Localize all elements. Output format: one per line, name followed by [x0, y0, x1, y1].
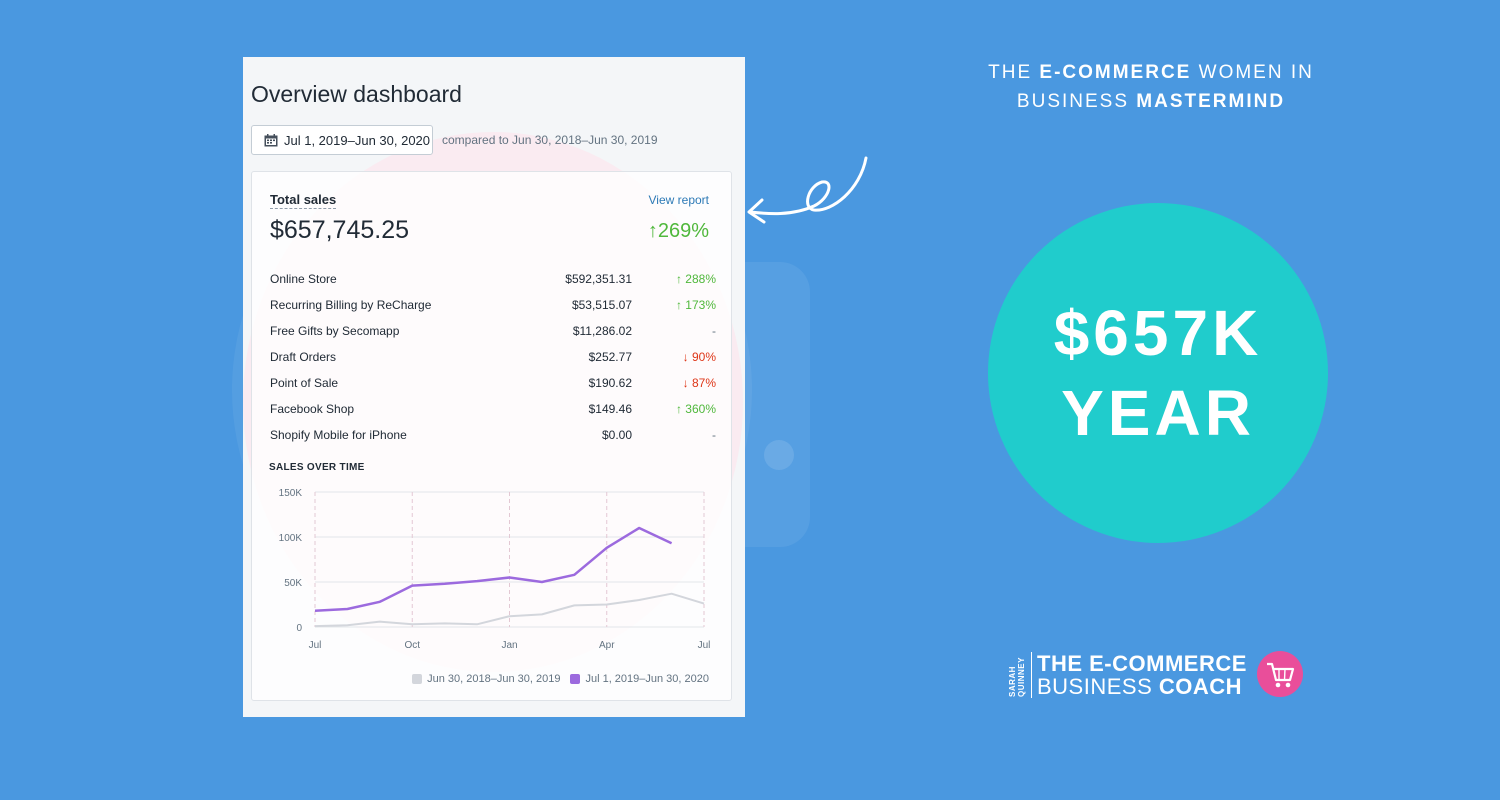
- arrow-up-icon: ↑: [675, 272, 686, 286]
- channel-change: ↑ 173%: [676, 298, 716, 312]
- channel-change-value: -: [712, 428, 716, 442]
- headline-bold: MASTERMIND: [1136, 91, 1286, 112]
- headline-line-2: BUSINESS MASTERMIND: [935, 87, 1367, 116]
- total-sales-change-value: 269%: [657, 220, 709, 242]
- badge-line-1: $657K: [1053, 297, 1263, 369]
- total-sales-label[interactable]: Total sales: [270, 192, 337, 209]
- channel-change-value: 360%: [685, 402, 716, 416]
- headline-bold: E-COMMERCE: [1039, 62, 1192, 83]
- y-tick-label: 0: [296, 623, 302, 634]
- logo-line-1: THE E-COMMERCE: [1037, 651, 1247, 676]
- legend-item-current[interactable]: Jul 1, 2019–Jun 30, 2020: [570, 673, 709, 685]
- y-tick-label: 100K: [279, 533, 303, 544]
- total-sales-value: $657,745.25: [270, 216, 410, 244]
- logo-side-label-1: SARAH: [1008, 666, 1017, 697]
- x-tick-label: Jul: [309, 640, 322, 651]
- channel-name: Online Store: [270, 272, 337, 286]
- channel-change-value: -: [712, 324, 716, 338]
- headline-line-1: THE E-COMMERCE WOMEN IN: [935, 58, 1367, 87]
- series-line: [314, 526, 673, 613]
- headline: THE E-COMMERCE WOMEN IN BUSINESS MASTERM…: [935, 58, 1367, 116]
- channel-amount: $53,515.07: [571, 298, 632, 312]
- channel-amount: $190.62: [588, 376, 632, 390]
- calendar-icon: [264, 133, 278, 146]
- channel-name: Facebook Shop: [270, 402, 355, 416]
- background-shape: [740, 262, 810, 547]
- total-sales-change: ↑269%: [648, 220, 709, 243]
- x-tick-label: Oct: [404, 640, 420, 651]
- channel-name: Draft Orders: [270, 350, 337, 364]
- channel-row: Shopify Mobile for iPhone $0.00 -: [270, 426, 716, 446]
- logo-line-2-text: BUSINESS: [1037, 674, 1159, 699]
- total-sales-card: Total sales View report $657,745.25 ↑269…: [251, 171, 732, 701]
- logo-side-label-2: QUINNEY: [1017, 657, 1026, 697]
- channel-change-value: 288%: [685, 272, 716, 286]
- channel-change: ↓ 87%: [683, 376, 716, 390]
- legend-label: Jul 1, 2019–Jun 30, 2020: [585, 673, 709, 685]
- legend-label: Jun 30, 2018–Jun 30, 2019: [427, 673, 561, 685]
- dashboard-screenshot: Overview dashboard Jul 1, 2019–Jun 30, 2…: [243, 57, 745, 717]
- channel-amount: $0.00: [601, 428, 632, 442]
- badge-line-2: YEAR: [1061, 377, 1255, 449]
- x-tick-label: Apr: [599, 640, 615, 651]
- channel-amount: $149.46: [588, 402, 632, 416]
- channel-change: ↑ 360%: [676, 402, 716, 416]
- channel-change-value: 173%: [685, 298, 716, 312]
- shopping-cart-icon: [1257, 651, 1303, 697]
- y-tick-label: 50K: [284, 578, 302, 589]
- channel-row: Online Store $592,351.31 ↑ 288%: [270, 270, 716, 290]
- y-tick-label: 150K: [279, 488, 303, 499]
- channel-name: Shopify Mobile for iPhone: [270, 428, 407, 442]
- headline-text: BUSINESS: [1016, 91, 1137, 112]
- legend-item-previous[interactable]: Jun 30, 2018–Jun 30, 2019: [412, 673, 560, 685]
- series-line: [314, 592, 705, 628]
- x-tick-label: Jan: [501, 640, 517, 651]
- channel-amount: $592,351.31: [565, 272, 632, 286]
- channel-name: Free Gifts by Secomapp: [270, 324, 400, 338]
- channel-change: ↓ 90%: [683, 350, 716, 364]
- arrow-up-icon: ↑: [647, 220, 658, 242]
- date-range-label: Jul 1, 2019–Jun 30, 2020: [284, 132, 431, 148]
- headline-text: WOMEN IN: [1191, 62, 1314, 83]
- curved-arrow-icon: [747, 156, 868, 224]
- channel-name: Point of Sale: [270, 376, 339, 390]
- x-tick-label: Jul: [698, 640, 711, 651]
- logo-divider: [1031, 652, 1032, 698]
- sales-over-time-chart: 0 50K 100K 150K Jul Oct Jan Apr Jul: [279, 488, 711, 651]
- channel-name: Recurring Billing by ReCharge: [270, 298, 432, 312]
- revenue-badge: $657K YEAR: [988, 203, 1328, 543]
- compare-text: compared to Jun 30, 2018–Jun 30, 2019: [442, 133, 658, 147]
- arrow-down-icon: ↓: [682, 376, 692, 390]
- channel-row: Draft Orders $252.77 ↓ 90%: [270, 348, 716, 368]
- sales-over-time-title: SALES OVER TIME: [269, 462, 365, 473]
- brand-logo: SARAH QUINNEY THE E-COMMERCE BUSINESS CO…: [1008, 648, 1308, 708]
- arrow-down-icon: ↓: [682, 350, 692, 364]
- logo-side-label: SARAH QUINNEY: [1008, 657, 1026, 697]
- channel-change: ↑ 288%: [676, 272, 716, 286]
- channel-row: Facebook Shop $149.46 ↑ 360%: [270, 400, 716, 420]
- date-range-button[interactable]: Jul 1, 2019–Jun 30, 2020: [251, 125, 433, 155]
- headline-text: THE: [988, 62, 1040, 83]
- channel-row: Point of Sale $190.62 ↓ 87%: [270, 374, 716, 394]
- channel-amount: $11,286.02: [572, 324, 632, 338]
- channel-row: Free Gifts by Secomapp $11,286.02 -: [270, 322, 716, 342]
- arrow-up-icon: ↑: [675, 402, 686, 416]
- chart-legend: Jun 30, 2018–Jun 30, 2019 Jul 1, 2019–Ju…: [402, 673, 709, 685]
- channel-change-value: 90%: [691, 350, 716, 364]
- legend-swatch: [570, 674, 581, 684]
- channel-change-value: 87%: [691, 376, 716, 390]
- legend-swatch: [412, 674, 423, 684]
- arrow-up-icon: ↑: [675, 298, 686, 312]
- background-dot: [764, 440, 794, 470]
- logo-line-2: BUSINESS COACH: [1037, 674, 1242, 700]
- page-title: Overview dashboard: [251, 81, 462, 107]
- channel-row: Recurring Billing by ReCharge $53,515.07…: [270, 296, 716, 316]
- logo-line-2-bold: COACH: [1158, 674, 1243, 699]
- channel-amount: $252.77: [588, 350, 632, 364]
- view-report-link[interactable]: View report: [648, 193, 709, 207]
